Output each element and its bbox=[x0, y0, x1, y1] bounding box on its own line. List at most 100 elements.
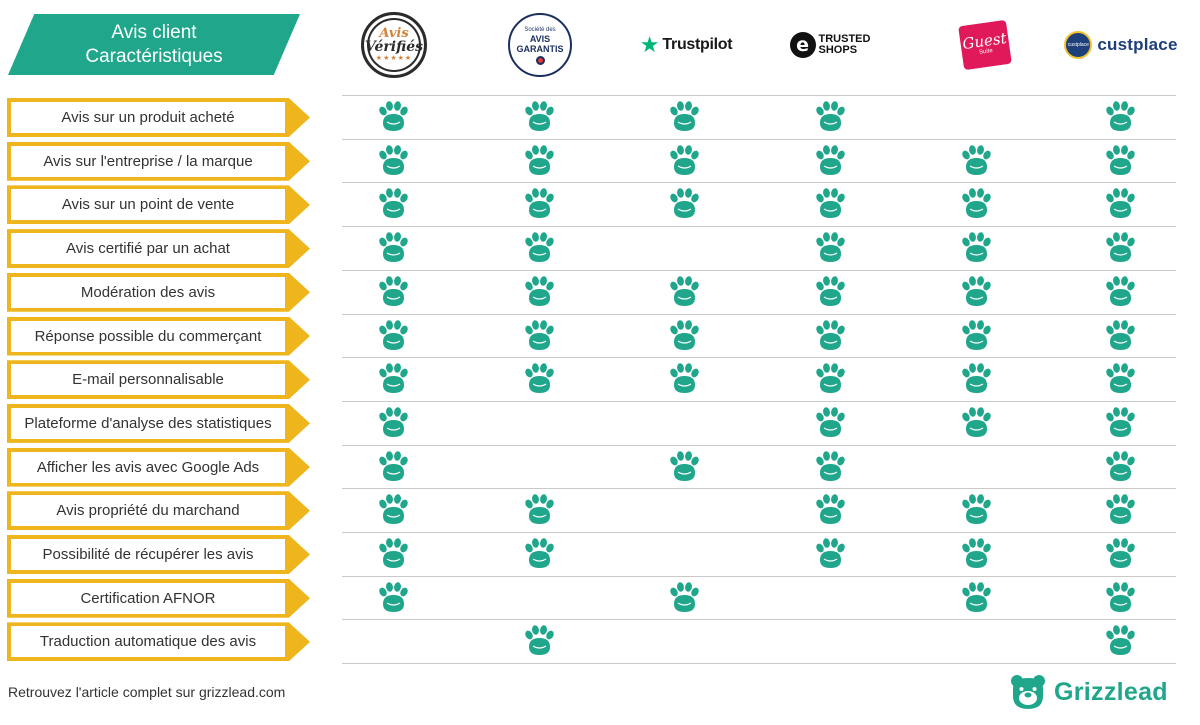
trusted-shops-line1: TRUSTED bbox=[818, 33, 871, 45]
bear-paw-icon bbox=[960, 493, 994, 527]
footer-article-text: Retrouvez l'article complet sur grizzlea… bbox=[8, 684, 286, 700]
custplace-badge-icon: custplace bbox=[1064, 31, 1093, 59]
bear-paw-icon bbox=[377, 450, 411, 484]
feature-row-label: Avis sur un point de vente bbox=[7, 185, 310, 225]
bear-paw-icon bbox=[1104, 581, 1138, 615]
bear-paw-icon bbox=[814, 275, 848, 309]
grid-line bbox=[342, 532, 1176, 533]
bear-paw-icon bbox=[668, 187, 702, 221]
bear-paw-icon bbox=[1104, 275, 1138, 309]
feature-row-label: Afficher les avis avec Google Ads bbox=[7, 447, 310, 487]
avis-verifies-badge: Avis Vérifiés ★★★★★ bbox=[361, 12, 427, 78]
guest-suite-badge: Guest Suite bbox=[958, 19, 1012, 71]
bear-paw-icon bbox=[523, 144, 557, 178]
feature-row-label: Avis sur un produit acheté bbox=[7, 98, 310, 137]
bear-paw-icon bbox=[523, 275, 557, 309]
avis-garantis-line2: AVIS bbox=[529, 33, 551, 44]
bear-paw-icon bbox=[377, 537, 411, 571]
avis-verifies-line2: Vérifiés bbox=[364, 39, 424, 55]
bear-paw-icon bbox=[1104, 144, 1138, 178]
bear-paw-icon bbox=[668, 450, 702, 484]
bear-paw-icon bbox=[523, 624, 557, 658]
bear-paw-icon bbox=[1104, 231, 1138, 265]
grid-line bbox=[342, 182, 1176, 184]
feature-row-label: E-mail personnalisable bbox=[7, 360, 310, 400]
bear-paw-icon bbox=[377, 100, 411, 134]
bear-paw-icon bbox=[814, 144, 848, 178]
bear-paw-icon bbox=[668, 319, 702, 353]
custplace-name: custplace bbox=[1097, 35, 1178, 54]
feature-row-label: Modération des avis bbox=[7, 272, 310, 312]
bear-paw-icon bbox=[1104, 187, 1138, 221]
bear-paw-icon bbox=[668, 144, 702, 178]
bear-paw-icon bbox=[814, 231, 848, 265]
feature-label-text: Avis propriété du marchand bbox=[11, 495, 285, 527]
trustpilot-star-icon: ★ bbox=[639, 32, 660, 57]
logo-avis-garantis: Société des AVIS GARANTIS bbox=[504, 10, 576, 80]
bear-paw-icon bbox=[377, 362, 411, 396]
avis-garantis-seal-icon bbox=[535, 55, 545, 65]
bear-paw-icon bbox=[1104, 624, 1138, 658]
grid-line bbox=[342, 138, 1176, 140]
logo-custplace: custplace custplace bbox=[1056, 10, 1186, 80]
bear-paw-icon bbox=[523, 537, 557, 571]
avis-garantis-badge: Société des AVIS GARANTIS bbox=[508, 13, 572, 77]
feature-row-label: Plateforme d'analyse des statistiques bbox=[7, 403, 310, 443]
grid-line bbox=[342, 313, 1176, 315]
bear-paw-icon bbox=[377, 231, 411, 265]
guest-suite-line2: Suite bbox=[978, 48, 994, 56]
trustpilot-name: Trustpilot bbox=[662, 36, 733, 53]
feature-label-text: Modération des avis bbox=[11, 276, 285, 308]
bear-paw-icon bbox=[523, 362, 557, 396]
grid-line bbox=[342, 400, 1176, 402]
avis-garantis-line1: Société des bbox=[524, 26, 556, 33]
trusted-shops-e-icon: e bbox=[789, 32, 816, 58]
feature-label-text: Réponse possible du commerçant bbox=[11, 320, 285, 352]
bear-paw-icon bbox=[814, 406, 848, 440]
bear-paw-icon bbox=[1104, 450, 1138, 484]
grid-line bbox=[342, 663, 1176, 665]
bear-paw-icon bbox=[814, 362, 848, 396]
bear-paw-icon bbox=[523, 231, 557, 265]
bear-paw-icon bbox=[1104, 362, 1138, 396]
grid-line bbox=[342, 226, 1176, 228]
header-title-line1: Avis client bbox=[111, 21, 197, 43]
feature-label-text: Certification AFNOR bbox=[11, 582, 285, 614]
feature-row-label: Traduction automatique des avis bbox=[7, 622, 310, 662]
bear-paw-icon bbox=[377, 406, 411, 440]
header-banner: Avis client Caractéristiques bbox=[8, 14, 300, 75]
grid-line bbox=[342, 269, 1176, 271]
grid-line bbox=[342, 444, 1176, 446]
bear-paw-icon bbox=[523, 100, 557, 134]
bear-paw-icon bbox=[1104, 537, 1138, 571]
feature-label-text: Plateforme d'analyse des statistiques bbox=[11, 407, 285, 439]
feature-label-text: Avis certifié par un achat bbox=[11, 233, 285, 265]
bear-paw-icon bbox=[814, 450, 848, 484]
bear-paw-icon bbox=[814, 493, 848, 527]
feature-row-label: Réponse possible du commerçant bbox=[7, 316, 310, 356]
bear-paw-icon bbox=[960, 581, 994, 615]
bear-paw-icon bbox=[960, 537, 994, 571]
feature-label-text: Afficher les avis avec Google Ads bbox=[11, 451, 285, 483]
grizzlead-brand: Grizzlead bbox=[1008, 672, 1168, 712]
avis-verifies-stars: ★★★★★ bbox=[375, 55, 413, 62]
grizzlead-brand-name: Grizzlead bbox=[1054, 677, 1168, 706]
bear-paw-icon bbox=[377, 144, 411, 178]
feature-row-label: Possibilité de récupérer les avis bbox=[7, 535, 310, 574]
feature-row-label: Avis propriété du marchand bbox=[7, 491, 310, 531]
bear-paw-icon bbox=[1104, 100, 1138, 134]
feature-row-label: Certification AFNOR bbox=[7, 578, 310, 618]
feature-row-label: Avis certifié par un achat bbox=[7, 229, 310, 269]
bear-paw-icon bbox=[377, 581, 411, 615]
bear-paw-icon bbox=[377, 275, 411, 309]
bear-paw-icon bbox=[668, 100, 702, 134]
grid-line bbox=[342, 95, 1176, 96]
bear-paw-icon bbox=[523, 319, 557, 353]
bear-paw-icon bbox=[960, 231, 994, 265]
bear-paw-icon bbox=[377, 493, 411, 527]
logo-guest-suite: Guest Suite bbox=[950, 10, 1020, 80]
bear-paw-icon bbox=[523, 187, 557, 221]
bear-paw-icon bbox=[668, 275, 702, 309]
bear-paw-icon bbox=[1104, 493, 1138, 527]
bear-paw-icon bbox=[960, 275, 994, 309]
